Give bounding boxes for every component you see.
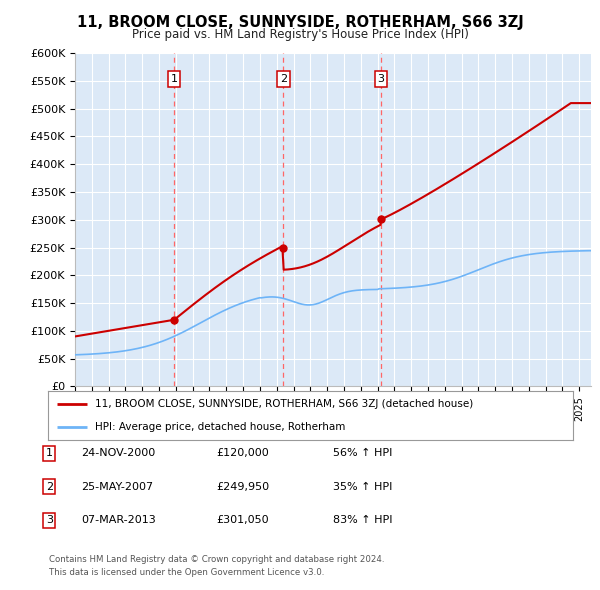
- Text: 56% ↑ HPI: 56% ↑ HPI: [333, 448, 392, 458]
- Text: HPI: Average price, detached house, Rotherham: HPI: Average price, detached house, Roth…: [95, 422, 346, 432]
- Text: £120,000: £120,000: [216, 448, 269, 458]
- Text: Contains HM Land Registry data © Crown copyright and database right 2024.: Contains HM Land Registry data © Crown c…: [49, 555, 385, 564]
- Text: 83% ↑ HPI: 83% ↑ HPI: [333, 516, 392, 525]
- Text: 1: 1: [170, 74, 178, 84]
- Text: 11, BROOM CLOSE, SUNNYSIDE, ROTHERHAM, S66 3ZJ: 11, BROOM CLOSE, SUNNYSIDE, ROTHERHAM, S…: [77, 15, 523, 30]
- Text: 35% ↑ HPI: 35% ↑ HPI: [333, 482, 392, 491]
- Text: £301,050: £301,050: [216, 516, 269, 525]
- Text: 2: 2: [280, 74, 287, 84]
- Text: 2: 2: [46, 482, 53, 491]
- Text: 07-MAR-2013: 07-MAR-2013: [81, 516, 156, 525]
- Text: 24-NOV-2000: 24-NOV-2000: [81, 448, 155, 458]
- Text: This data is licensed under the Open Government Licence v3.0.: This data is licensed under the Open Gov…: [49, 568, 325, 577]
- Text: 3: 3: [377, 74, 385, 84]
- Text: 11, BROOM CLOSE, SUNNYSIDE, ROTHERHAM, S66 3ZJ (detached house): 11, BROOM CLOSE, SUNNYSIDE, ROTHERHAM, S…: [95, 399, 473, 409]
- Text: Price paid vs. HM Land Registry's House Price Index (HPI): Price paid vs. HM Land Registry's House …: [131, 28, 469, 41]
- Text: 1: 1: [46, 448, 53, 458]
- Text: 3: 3: [46, 516, 53, 525]
- Text: 25-MAY-2007: 25-MAY-2007: [81, 482, 153, 491]
- Text: £249,950: £249,950: [216, 482, 269, 491]
